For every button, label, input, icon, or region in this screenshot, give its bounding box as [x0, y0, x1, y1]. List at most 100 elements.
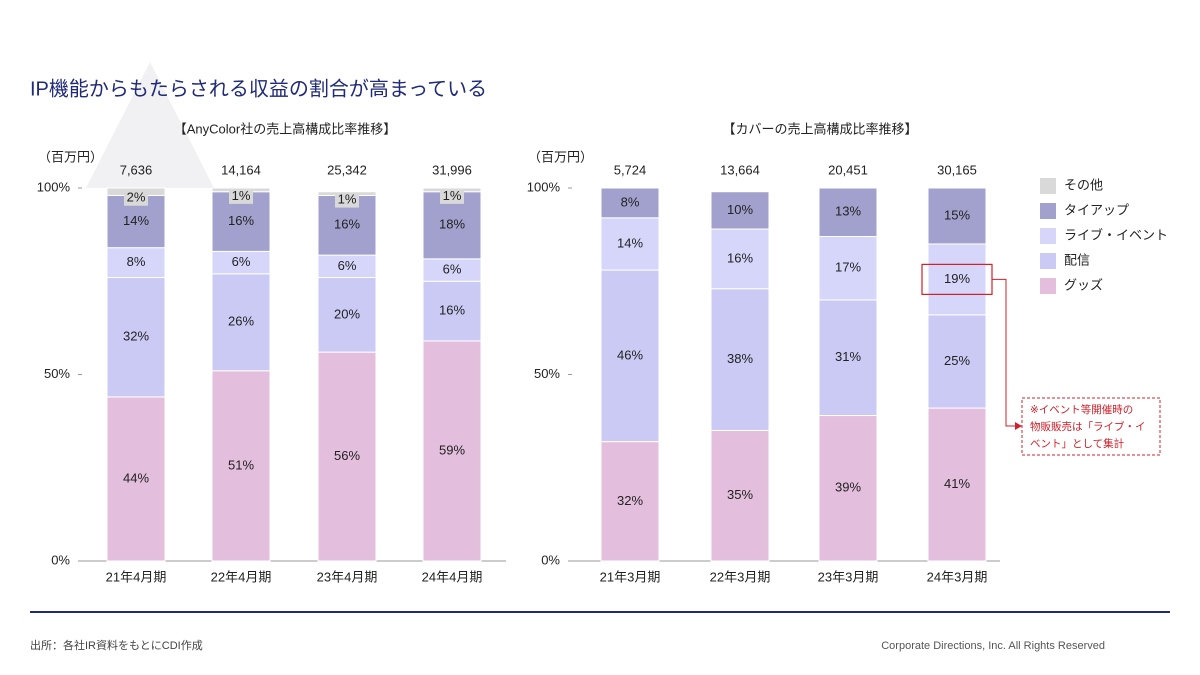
total-label: 5,724 [614, 162, 647, 177]
bar-segment [211, 273, 271, 372]
label-box [440, 188, 464, 204]
x-tick-label: 23年4月期 [317, 569, 378, 584]
x-tick-label: 22年3月期 [710, 569, 771, 584]
value-label: 16% [228, 213, 254, 228]
bar-segment [710, 429, 770, 562]
total-label: 31,996 [432, 162, 472, 177]
annotation-text: 物販販売は「ライブ・イ [1030, 420, 1146, 433]
bar-segment [818, 235, 878, 301]
value-label: 25% [944, 353, 970, 368]
legend-label: ライブ・イベント [1064, 227, 1168, 242]
value-label: 1% [232, 188, 251, 203]
total-label: 14,164 [221, 162, 261, 177]
total-label: 20,451 [828, 162, 868, 177]
arrow-head [1015, 422, 1022, 430]
legend-swatch [1040, 278, 1056, 294]
bar-segment [106, 247, 166, 279]
legend-swatch [1040, 203, 1056, 219]
y-tick-label: 50% [44, 366, 70, 381]
value-label: 15% [944, 207, 970, 222]
x-tick-label: 22年4月期 [211, 569, 272, 584]
x-tick-label: 21年3月期 [600, 569, 661, 584]
value-label: 39% [835, 480, 861, 495]
bar-segment [927, 314, 987, 409]
x-tick-label: 23年3月期 [818, 569, 879, 584]
legend-swatch [1040, 228, 1056, 244]
legend-label: タイアップ [1064, 202, 1129, 217]
value-label: 16% [727, 250, 753, 265]
value-label: 13% [835, 204, 861, 219]
value-label: 18% [439, 217, 465, 232]
value-label: 32% [123, 329, 149, 344]
bar-segment [422, 280, 482, 342]
value-label: 35% [727, 487, 753, 502]
y-tick-label: 100% [527, 179, 561, 194]
bar-segment [710, 228, 770, 290]
label-box [229, 188, 253, 204]
value-label: 46% [617, 347, 643, 362]
value-label: 6% [232, 254, 251, 269]
value-label: 51% [228, 457, 254, 472]
page-title: IP機能からもたらされる収益の割合が高まっている [30, 77, 487, 100]
legend-label: その他 [1064, 177, 1103, 192]
value-label: 8% [621, 194, 640, 209]
total-label: 13,664 [720, 162, 760, 177]
callout-shape [86, 62, 214, 188]
value-label: 44% [123, 470, 149, 485]
annotation-text: ベント」として集計 [1030, 437, 1125, 450]
bar-segment [317, 351, 377, 562]
value-label: 26% [228, 314, 254, 329]
y-tick-label: 0% [51, 552, 70, 567]
total-label: 7,636 [120, 162, 153, 177]
annotation-text: ※イベント等開催時の [1030, 403, 1133, 416]
value-label: 14% [123, 213, 149, 228]
bar-segment [710, 191, 770, 230]
bar-segment [927, 243, 987, 316]
value-label: 1% [338, 192, 357, 207]
value-label: 56% [334, 448, 360, 463]
total-label: 30,165 [937, 162, 977, 177]
value-label: 16% [439, 303, 465, 318]
y-tick-label: 0% [541, 552, 560, 567]
value-label: 10% [727, 202, 753, 217]
bar-segment [317, 277, 377, 353]
value-label: 1% [443, 188, 462, 203]
source: 出所：各社IR資料をもとにCDI作成 [30, 638, 203, 652]
value-label: 6% [443, 261, 462, 276]
value-label: 20% [334, 306, 360, 321]
y-tick-label: 50% [534, 366, 560, 381]
value-label: 8% [127, 254, 146, 269]
legend-label: 配信 [1064, 252, 1090, 267]
chart-title: 【カバーの売上高構成比率推移】 [722, 121, 917, 136]
bar-segment [600, 269, 660, 443]
bar-segment [818, 187, 878, 237]
unit-label: （百万円） [38, 149, 103, 164]
x-tick-label: 24年3月期 [927, 569, 988, 584]
value-label: 32% [617, 493, 643, 508]
value-label: 14% [617, 235, 643, 250]
value-label: 6% [338, 258, 357, 273]
legend-swatch [1040, 178, 1056, 194]
unit-label: （百万円） [528, 149, 593, 164]
value-label: 41% [944, 476, 970, 491]
bar-segment [106, 396, 166, 562]
bar-segment [710, 288, 770, 431]
copyright: Corporate Directions, Inc. All Rights Re… [881, 640, 1105, 652]
total-label: 25,342 [327, 162, 367, 177]
x-tick-label: 21年4月期 [106, 569, 167, 584]
bar-segment [818, 415, 878, 562]
y-tick-label: 100% [37, 179, 71, 194]
value-label: 2% [127, 190, 146, 205]
legend-label: グッズ [1064, 277, 1103, 292]
bar-segment [600, 441, 660, 562]
value-label: 59% [439, 442, 465, 457]
legend-swatch [1040, 253, 1056, 269]
annotation-arrow [992, 278, 1018, 427]
bar-segment [927, 187, 987, 245]
bar-segment [106, 277, 166, 398]
label-box [335, 192, 359, 208]
annotation-box [1021, 397, 1161, 456]
value-label: 31% [835, 349, 861, 364]
value-label: 17% [835, 260, 861, 275]
